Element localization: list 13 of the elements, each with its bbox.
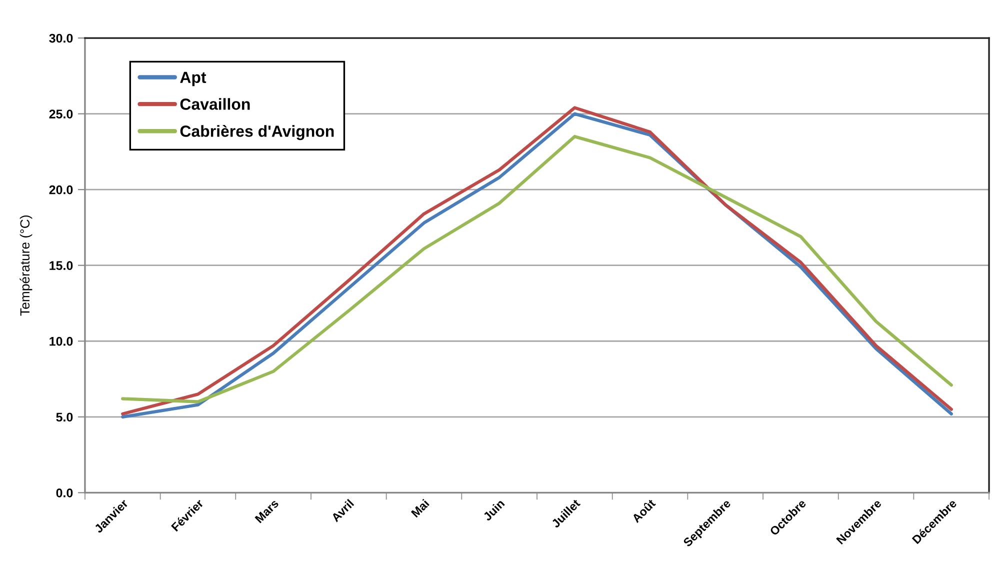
y-tick-label: 5.0 bbox=[56, 412, 73, 422]
y-tick-label: 10.0 bbox=[50, 336, 73, 346]
legend-label: Cabrières d'Avignon bbox=[180, 124, 334, 140]
y-tick-label: 30.0 bbox=[49, 34, 73, 43]
y-axis-title: Température (°C) bbox=[20, 216, 32, 316]
legend-label: Apt bbox=[180, 72, 206, 86]
x-tick-label: Juin bbox=[482, 498, 505, 522]
legend-label: Cavaillon bbox=[180, 98, 250, 110]
x-tick-label: Mai bbox=[410, 498, 430, 518]
y-tick-label: 0.0 bbox=[56, 488, 73, 498]
y-tick-label: 25.0 bbox=[49, 110, 73, 118]
y-tick-label: 20.0 bbox=[49, 185, 73, 194]
y-tick-label: 15.0 bbox=[50, 261, 73, 270]
